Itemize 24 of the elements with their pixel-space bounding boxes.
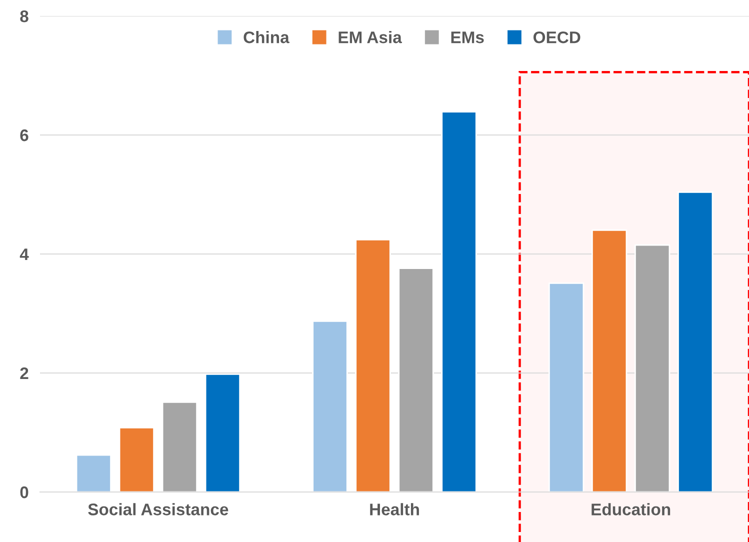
legend-label: EMs bbox=[451, 32, 484, 44]
bar bbox=[162, 401, 198, 492]
legend-label: EM Asia bbox=[338, 31, 402, 44]
x-tick-label: Education bbox=[592, 503, 670, 516]
bar bbox=[76, 454, 112, 492]
bar bbox=[592, 230, 628, 492]
bar bbox=[204, 373, 241, 492]
legend-label: OECD bbox=[533, 31, 580, 44]
y-tick-label: 4 bbox=[20, 248, 29, 260]
bar bbox=[634, 244, 670, 492]
bar bbox=[441, 111, 477, 492]
y-tick-label: 8 bbox=[20, 10, 28, 22]
bar bbox=[678, 191, 714, 492]
bar bbox=[548, 282, 584, 492]
bar bbox=[312, 320, 348, 492]
x-tick-label: Social Assistance bbox=[88, 503, 228, 516]
y-tick-label: 2 bbox=[20, 367, 28, 380]
y-tick-label: 0 bbox=[20, 486, 28, 498]
bar bbox=[355, 239, 391, 492]
x-tick-label: Health bbox=[370, 503, 419, 516]
y-tick-label: 6 bbox=[20, 129, 28, 142]
legend-label: China bbox=[244, 31, 290, 44]
bar bbox=[118, 427, 154, 492]
bar bbox=[398, 268, 434, 492]
